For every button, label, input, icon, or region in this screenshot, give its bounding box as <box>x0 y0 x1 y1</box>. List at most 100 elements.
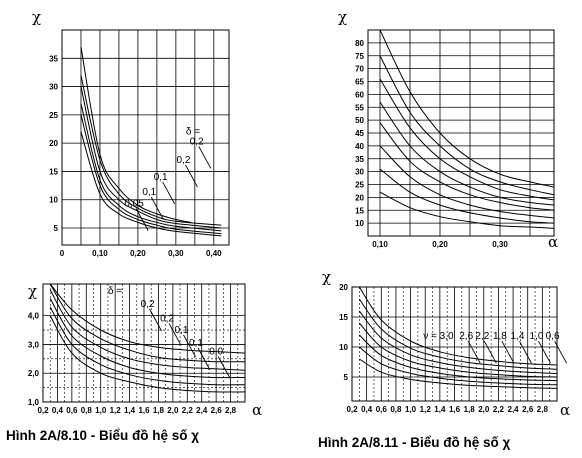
x-tick-label: 1,2 <box>110 406 122 415</box>
y-tick-label: 10 <box>355 219 364 228</box>
leader-line <box>538 340 551 364</box>
series-curve-7 <box>379 168 554 224</box>
series-curve-1 <box>379 30 554 188</box>
x-tick-label: 2,6 <box>522 405 534 414</box>
x-tick-label: 1,8 <box>153 406 165 415</box>
leader-line <box>150 196 164 220</box>
series-curve-4 <box>379 101 554 206</box>
x-tick-label: 1,0 <box>405 405 417 414</box>
chart3-curves <box>49 284 245 393</box>
series-curve-1 <box>80 46 192 223</box>
chart2-ylabel: χ <box>338 8 347 26</box>
series-curve-3 <box>379 78 554 201</box>
y-tick-label: 2,0 <box>28 369 40 378</box>
curve-label: 1,8 <box>493 331 507 342</box>
leader-line <box>217 356 231 379</box>
curve-label: 1,4 <box>511 331 525 342</box>
chart3-annotations: δ =0,20,20,10,10,0 <box>108 286 231 379</box>
y-tick-label: 25 <box>49 111 58 120</box>
curve-label: 0,1 <box>189 338 203 349</box>
x-tick-label: 1,6 <box>138 406 150 415</box>
leader-line <box>162 181 176 205</box>
curve-label: 0,05 <box>124 199 144 210</box>
x-tick-label: 2,4 <box>508 405 520 414</box>
y-tick-label: 40 <box>355 142 364 151</box>
series-curve-5 <box>80 114 222 235</box>
x-tick-label: 2,8 <box>225 406 237 415</box>
x-tick-label: 0,20 <box>130 249 146 258</box>
series-curve-4 <box>358 322 557 378</box>
curve-label: 0,1 <box>142 187 156 198</box>
x-tick-label: 0,10 <box>372 240 388 249</box>
x-tick-label: 2,8 <box>537 405 549 414</box>
y-tick-label: 15 <box>339 313 348 322</box>
series-curve-3 <box>80 86 222 229</box>
x-tick-label: 1,4 <box>434 405 446 414</box>
curve-label: 0,2 <box>177 155 191 166</box>
chart3-xlabel: α <box>252 401 262 419</box>
series-curve-1 <box>358 287 557 366</box>
leader-line <box>501 340 515 364</box>
leader-line <box>198 146 212 169</box>
curve-label: 0,2 <box>160 313 174 324</box>
x-tick-label: 2,2 <box>493 405 505 414</box>
y-tick-label: 3,0 <box>28 340 40 349</box>
x-tick-label: 0,4 <box>361 405 373 414</box>
x-tick-label: 1,6 <box>449 405 461 414</box>
curve-label: 0,1 <box>175 325 189 336</box>
y-tick-label: 75 <box>355 52 364 61</box>
x-tick-label: 1,4 <box>124 406 136 415</box>
series-curve-4 <box>49 298 245 379</box>
x-tick-label: 0,4 <box>52 406 64 415</box>
x-tick-label: 0,6 <box>66 406 78 415</box>
leader-line <box>554 340 568 364</box>
x-tick-label: 0,8 <box>81 406 93 415</box>
series-curve-6 <box>49 315 245 393</box>
leader-line <box>467 340 481 364</box>
y-tick-label: 10 <box>49 196 58 205</box>
y-tick-label: 70 <box>355 65 364 74</box>
series-curve-3 <box>358 310 557 374</box>
x-tick-label: 0,20 <box>432 240 448 249</box>
y-tick-label: 20 <box>49 139 58 148</box>
x-tick-label: 1,0 <box>95 406 107 415</box>
curve-label: 0,2 <box>141 299 155 310</box>
y-tick-label: 30 <box>49 83 58 92</box>
y-tick-label: 25 <box>355 181 364 190</box>
series-curve-2 <box>49 284 245 363</box>
y-tick-label: 10 <box>339 343 348 352</box>
curve-label: ν = 3,0 <box>423 331 454 342</box>
x-tick-label: 0,30 <box>168 249 184 258</box>
y-tick-label: 30 <box>355 168 364 177</box>
y-tick-label: 80 <box>355 39 364 48</box>
y-tick-label: 50 <box>355 116 364 125</box>
series-curve-3 <box>49 289 245 371</box>
series-curve-7 <box>359 358 557 389</box>
leader-line <box>183 334 196 358</box>
chart-top-right: χ α 10 15 20 25 30 35 40 45 50 55 60 65 70 75 80 0,10 0,… <box>338 8 558 251</box>
y-tick-label: 65 <box>355 78 364 87</box>
x-tick-label: 0,8 <box>390 405 402 414</box>
caption-right: Hình 2A/8.11 - Biểu đồ hệ số χ <box>318 435 511 450</box>
x-tick-label: 0,6 <box>376 405 388 414</box>
series-curve-5 <box>49 306 245 386</box>
chart4-annotations: ν = 3,0 2,6 2,2 1,8 1,4 1,0 0,6 <box>423 331 568 364</box>
chart2-grid <box>367 29 555 237</box>
leader-line <box>197 347 211 371</box>
x-tick-label: 2,2 <box>182 406 194 415</box>
chart4-xlabel: α <box>560 401 570 419</box>
chart1-ylabel: χ <box>32 8 41 26</box>
series-curve-2 <box>379 55 554 196</box>
curve-label: δ = <box>186 127 200 138</box>
series-curve-8 <box>379 191 554 229</box>
chart2-xlabel: α <box>548 233 558 251</box>
y-tick-label: 45 <box>355 129 364 138</box>
series-curve-1 <box>49 284 245 354</box>
y-tick-label: 5 <box>344 373 349 382</box>
curve-label: 0,6 <box>546 331 560 342</box>
x-tick-label: 0,2 <box>37 406 49 415</box>
leader-line <box>149 308 163 332</box>
leader-line <box>135 208 149 231</box>
